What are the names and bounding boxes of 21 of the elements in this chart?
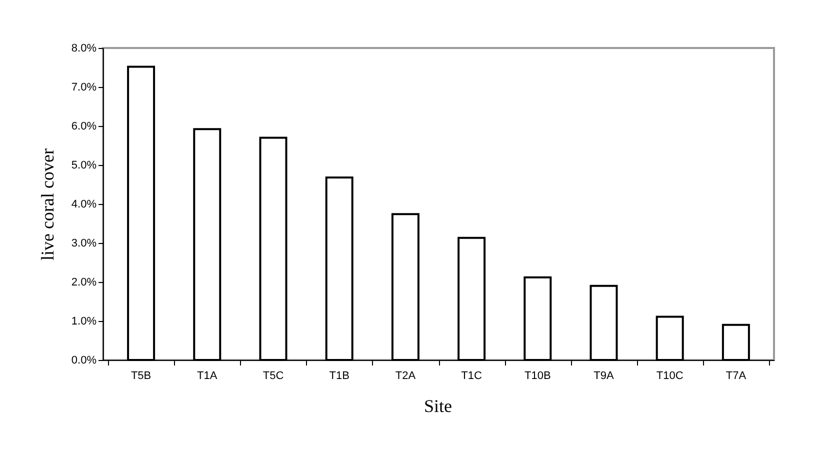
x-tick-label: T7A xyxy=(726,370,747,382)
y-tick-label: 6.0% xyxy=(71,120,97,132)
y-tick-label: 0.0% xyxy=(71,354,97,366)
x-tick-label: T2A xyxy=(395,370,416,382)
y-tick-label: 7.0% xyxy=(71,82,97,94)
y-tick-label: 2.0% xyxy=(71,276,97,288)
x-tick-label: T1C xyxy=(461,370,482,382)
y-tick-label: 8.0% xyxy=(71,42,97,54)
x-tick-label: T10C xyxy=(656,370,684,382)
x-tick-label: T1B xyxy=(329,370,350,382)
y-tick-label: 3.0% xyxy=(71,238,97,250)
y-tick-label: 4.0% xyxy=(71,198,97,210)
y-axis-title: live coral cover xyxy=(37,148,58,260)
x-axis-title: Site xyxy=(424,396,452,416)
x-tick-label: T5C xyxy=(262,370,284,382)
x-tick-label: T9A xyxy=(594,370,614,382)
y-tick-label: 5.0% xyxy=(71,160,97,172)
x-tick-label: T5B xyxy=(130,370,152,382)
x-tick-label: T1A xyxy=(197,370,218,382)
y-tick-label: 1.0% xyxy=(71,316,97,328)
x-tick-label: T10B xyxy=(524,370,551,382)
